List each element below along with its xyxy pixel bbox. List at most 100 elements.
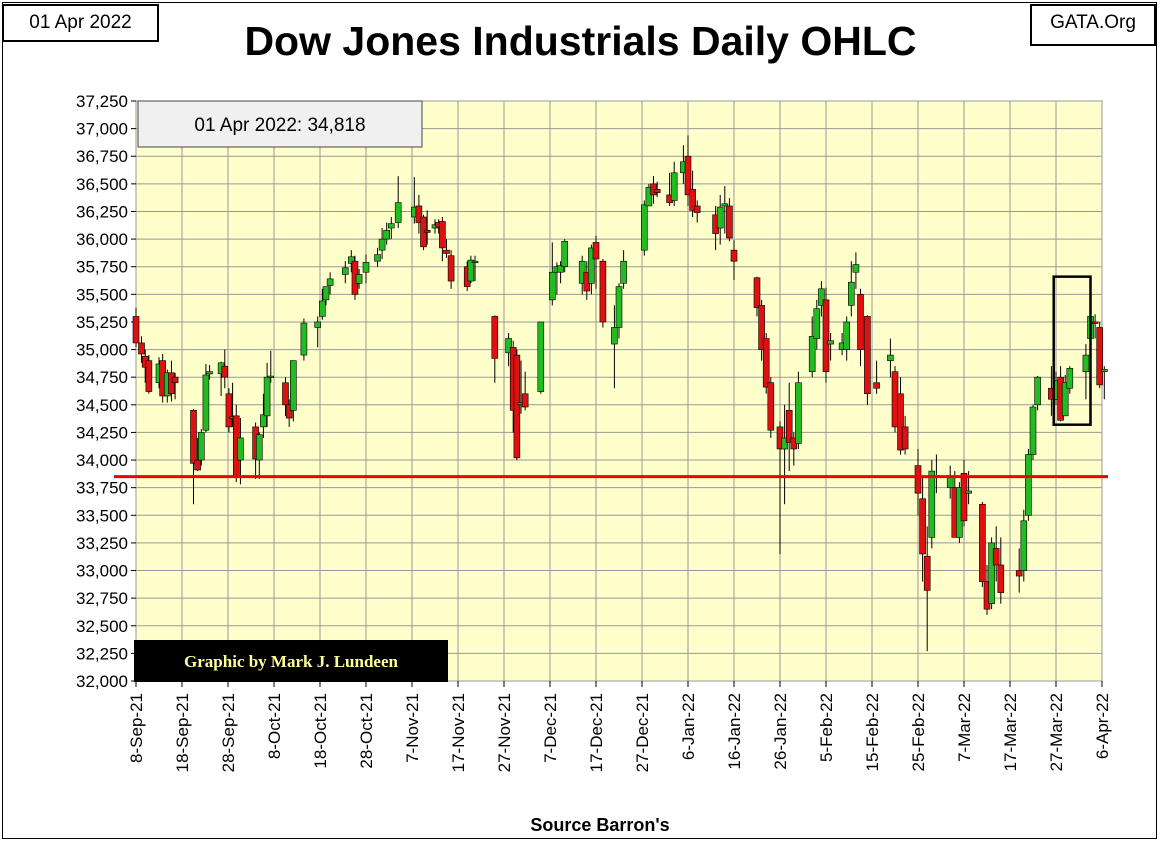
y-tick-label: 32,250 xyxy=(76,644,128,663)
candle-up xyxy=(557,261,564,284)
candle-body xyxy=(378,238,386,251)
candle-body xyxy=(537,321,545,392)
candle-body xyxy=(198,432,205,461)
candle-body xyxy=(374,254,381,262)
candle-body xyxy=(620,260,627,284)
candle-up xyxy=(260,393,267,438)
candle-body xyxy=(753,277,761,308)
candle-up xyxy=(827,333,834,361)
candle-up xyxy=(1029,404,1037,461)
y-tick-label: 36,000 xyxy=(76,230,128,249)
candle-down xyxy=(767,377,775,438)
candle-up xyxy=(887,338,894,378)
candle-body xyxy=(1029,406,1037,455)
x-tick-label: 7-Dec-21 xyxy=(541,693,560,763)
candle-body xyxy=(864,316,871,395)
last-close-label: 01 Apr 2022: 34,818 xyxy=(194,115,365,136)
candle-down xyxy=(762,333,770,394)
candle-body xyxy=(813,308,821,339)
candle-up xyxy=(721,186,729,234)
candle-down xyxy=(221,349,229,389)
credit-box xyxy=(134,640,448,682)
candle-body xyxy=(285,404,293,419)
candle-up xyxy=(341,261,349,284)
y-tick-label: 35,250 xyxy=(76,313,128,332)
candle-body xyxy=(1082,354,1090,372)
x-tick-label: 8-Sep-21 xyxy=(127,693,146,763)
candle-body xyxy=(467,259,475,282)
chart-title: Dow Jones Industrials Daily OHLC xyxy=(244,18,917,64)
y-tick-label: 37,000 xyxy=(76,120,128,139)
candle-down xyxy=(285,399,293,427)
plot-area xyxy=(135,100,1103,682)
candle-down xyxy=(753,276,761,317)
candle-body xyxy=(887,354,894,361)
candle-down xyxy=(822,287,830,383)
x-tick-label: 6-Jan-22 xyxy=(679,693,698,760)
candle-body xyxy=(979,503,986,582)
candle-up xyxy=(1025,449,1032,521)
candle-down xyxy=(1091,314,1099,339)
candle-up xyxy=(808,316,816,378)
candle-body xyxy=(263,376,271,417)
candle-body xyxy=(645,186,653,207)
candle-body xyxy=(1025,454,1032,516)
candle-up xyxy=(1061,374,1069,417)
y-tick-label: 33,250 xyxy=(76,534,128,553)
candle-body xyxy=(260,414,267,428)
candle-down xyxy=(857,288,864,367)
candle-down xyxy=(225,388,233,433)
candle-body xyxy=(194,459,201,471)
candle-down xyxy=(145,355,153,394)
candle-down xyxy=(194,437,201,472)
candle-up xyxy=(852,252,860,289)
x-tick-label: 16-Jan-22 xyxy=(725,693,744,770)
y-tick-label: 32,750 xyxy=(76,589,128,608)
candle-up xyxy=(263,362,271,427)
y-tick-label: 33,000 xyxy=(76,562,128,581)
x-tick-label: 27-Dec-21 xyxy=(633,693,652,772)
x-tick-label: 17-Dec-21 xyxy=(587,693,606,772)
y-tick-label: 34,000 xyxy=(76,451,128,470)
candle-down xyxy=(653,181,661,198)
x-tick-label: 5-Feb-22 xyxy=(817,693,836,762)
candle-body xyxy=(988,542,995,604)
y-tick-label: 33,750 xyxy=(76,479,128,498)
candle-up xyxy=(781,404,788,505)
candles xyxy=(132,135,1108,652)
candle-up xyxy=(314,316,322,348)
candle-body xyxy=(423,229,431,233)
candle-down xyxy=(891,366,899,433)
candle-body xyxy=(394,202,402,223)
candle-body xyxy=(818,288,825,306)
y-tick-label: 33,500 xyxy=(76,506,128,525)
candle-body xyxy=(822,299,830,372)
candle-body xyxy=(1034,376,1041,406)
candle-up xyxy=(383,222,391,245)
candle-up xyxy=(198,429,205,466)
candle-body xyxy=(168,372,175,395)
candle-body xyxy=(795,382,802,444)
candle-body xyxy=(615,286,623,328)
candle-up xyxy=(318,288,326,320)
candle-down xyxy=(132,307,140,348)
candle-up xyxy=(615,283,623,339)
x-axis-ticks: 8-Sep-21 18-Sep-21 28-Sep-21 8-Oct-21 18-Oct… xyxy=(127,681,1112,772)
candle-body xyxy=(1066,368,1074,389)
candle-down xyxy=(684,135,692,206)
candle-body xyxy=(1091,321,1099,324)
candle-body xyxy=(1020,520,1028,571)
candle-body xyxy=(521,393,529,408)
candle-body xyxy=(1061,382,1069,417)
candle-down xyxy=(923,526,931,652)
last-close-box xyxy=(137,100,423,148)
x-tick-label: 18-Sep-21 xyxy=(173,693,192,772)
y-tick-label: 35,750 xyxy=(76,258,128,277)
candle-body xyxy=(548,271,556,301)
candle-up xyxy=(300,318,308,361)
candle-up xyxy=(588,244,595,295)
candle-down xyxy=(730,240,738,280)
candle-body xyxy=(190,410,197,464)
candle-down xyxy=(599,258,607,328)
candle-body xyxy=(282,382,289,406)
